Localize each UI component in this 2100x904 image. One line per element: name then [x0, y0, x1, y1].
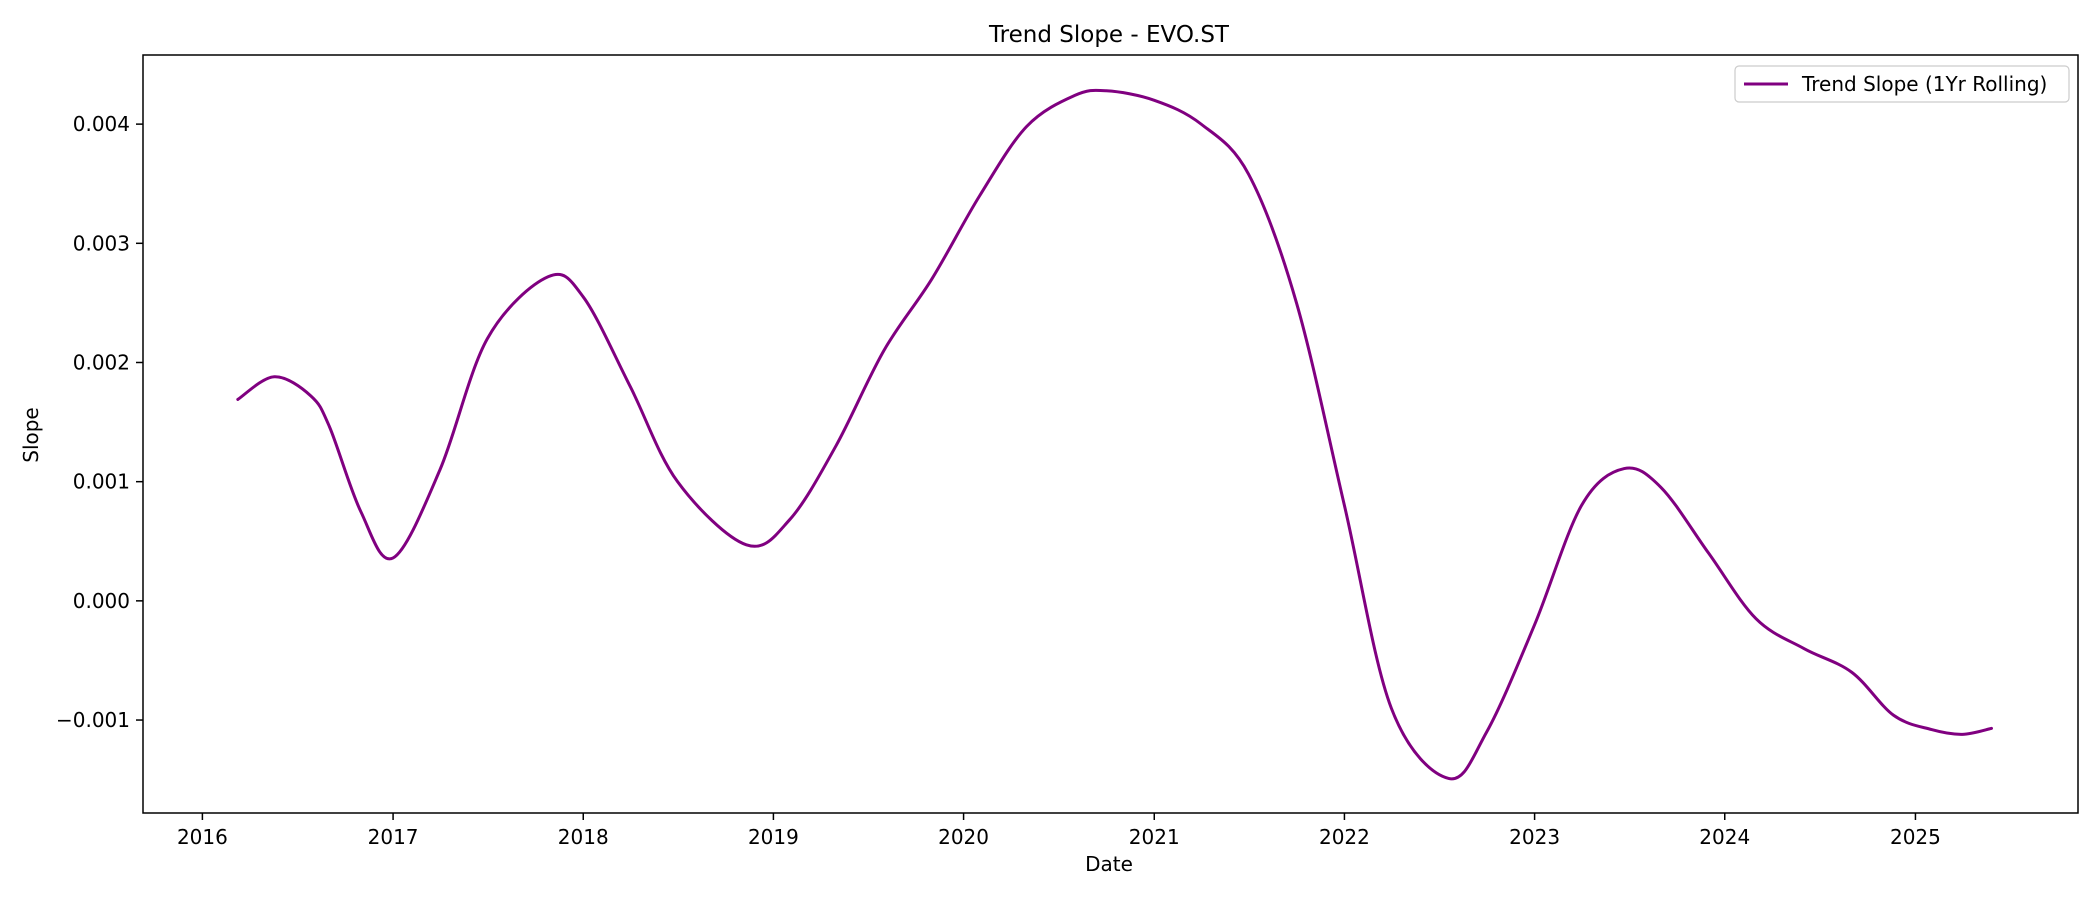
y-tick-label: 0.001 — [73, 470, 130, 494]
legend-box — [1734, 65, 2070, 103]
plot-frame — [142, 54, 2079, 814]
legend-label: Trend Slope (1Yr Rolling) — [1801, 72, 2047, 96]
x-axis-label: Date — [1085, 852, 1133, 876]
x-tick-label: 2016 — [177, 825, 228, 849]
x-tick-label: 2018 — [558, 825, 609, 849]
y-axis-label: Slope — [19, 407, 43, 463]
x-tick-label: 2025 — [1890, 825, 1941, 849]
x-tick-label: 2020 — [938, 825, 989, 849]
chart-marks: 2016 2017 2018 2019 2020 2021 2022 2023 2024 2025… — [56, 88, 1994, 849]
y-tick-label: −0.001 — [56, 708, 130, 732]
x-tick-label: 2023 — [1509, 825, 1560, 849]
series-line — [236, 88, 1994, 781]
x-tick-label: 2022 — [1319, 825, 1370, 849]
x-tick-label: 2019 — [748, 825, 799, 849]
y-tick-label: 0.003 — [73, 231, 130, 255]
chart-title: Trend Slope - EVO.ST — [988, 22, 1230, 48]
x-tick-label: 2021 — [1129, 825, 1180, 849]
y-tick-label: 0.004 — [73, 112, 130, 136]
legend: Trend Slope (1Yr Rolling) — [1734, 65, 2070, 103]
x-tick-label: 2017 — [368, 825, 419, 849]
y-tick-label: 0.002 — [73, 350, 130, 374]
x-tick-label: 2024 — [1699, 825, 1750, 849]
y-tick-label: 0.000 — [73, 589, 130, 613]
